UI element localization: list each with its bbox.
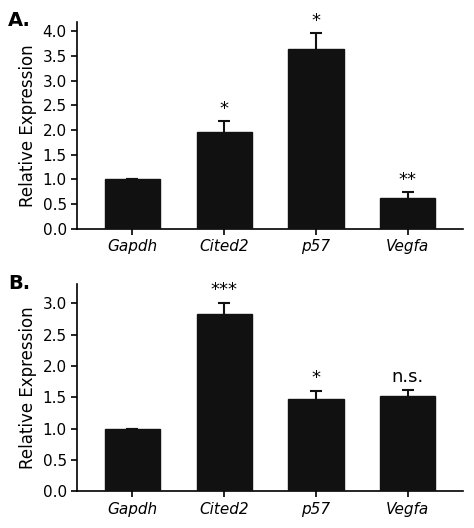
Y-axis label: Relative Expression: Relative Expression [19, 307, 37, 469]
Text: A.: A. [8, 11, 31, 30]
Bar [197, 314, 252, 492]
Bar [288, 399, 344, 492]
Text: **: ** [399, 172, 417, 190]
Text: *: * [311, 12, 320, 30]
Bar [105, 429, 160, 492]
Bar [380, 396, 435, 492]
Text: ***: *** [210, 281, 237, 299]
Text: *: * [219, 100, 228, 118]
Bar [105, 180, 160, 229]
Bar [380, 198, 435, 229]
Bar [197, 131, 252, 229]
Bar [288, 49, 344, 229]
Text: *: * [311, 369, 320, 387]
Text: n.s.: n.s. [392, 368, 424, 386]
Text: B.: B. [8, 274, 30, 293]
Y-axis label: Relative Expression: Relative Expression [19, 44, 37, 206]
